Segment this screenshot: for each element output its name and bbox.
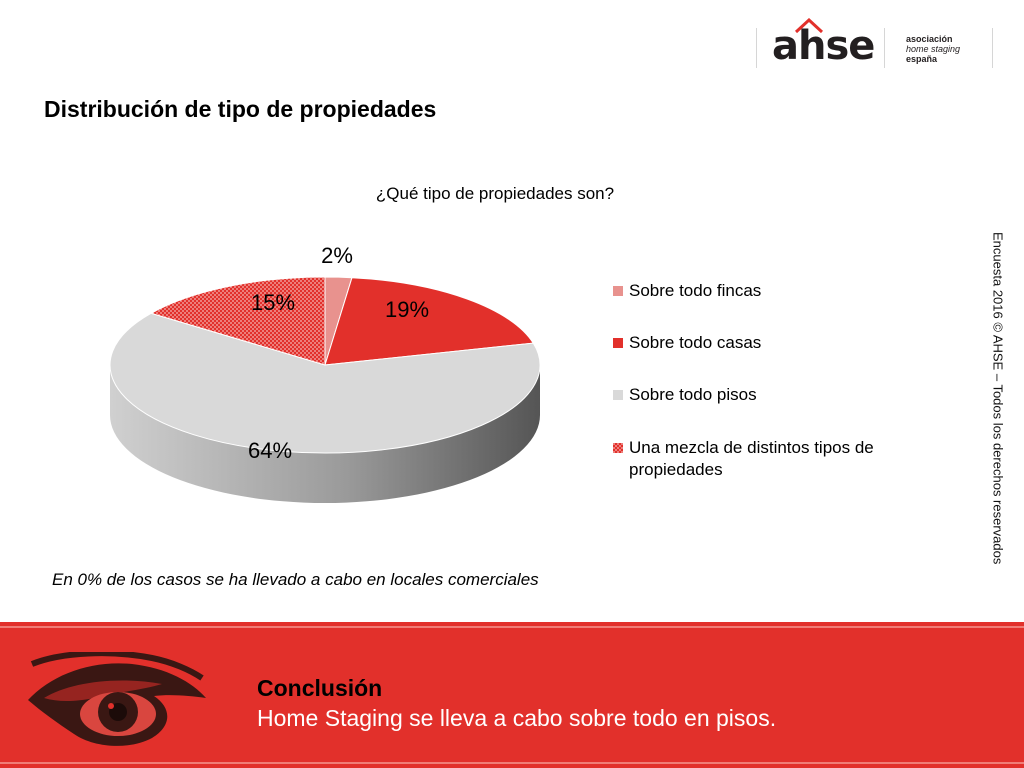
legend-label-pisos: Sobre todo pisos: [629, 385, 757, 404]
data-label-casas: 19%: [385, 297, 429, 322]
pie-side-pisos: [110, 365, 540, 503]
conclusion-title: Conclusión: [257, 675, 383, 701]
legend-label-mezcla: Una mezcla de distintos tipos de propied…: [629, 438, 874, 479]
eye-illustration-icon: [28, 652, 206, 746]
copyright-text: Encuesta 2016 © AHSE – Todos los derecho…: [990, 232, 1006, 565]
data-label-mezcla: 15%: [251, 290, 295, 315]
conclusion-body: Home Staging se lleva a cabo sobre todo …: [257, 705, 777, 731]
legend-swatch-mezcla: [613, 443, 623, 453]
legend-swatch-pisos: [613, 390, 623, 400]
data-label-fincas: 2%: [321, 243, 353, 268]
copyright-vertical: Encuesta 2016 © AHSE – Todos los derecho…: [988, 232, 1008, 594]
pie-slice-mezcla: [149, 276, 326, 366]
data-label-pisos: 64%: [248, 438, 292, 463]
band-top-line: [0, 626, 1024, 628]
logo-line1: asociación: [906, 34, 953, 44]
conclusion: Conclusión Home Staging se lleva a cabo …: [257, 674, 776, 734]
pie-slice-casas: [324, 277, 535, 366]
chart-title: ¿Qué tipo de propiedades son?: [375, 184, 615, 203]
logo-caption: asociación home staging españa: [906, 34, 960, 64]
logo-divider-right: [992, 28, 993, 68]
ahse-logo: ahse asociación home staging españa: [756, 22, 994, 70]
logo-line3: españa: [906, 54, 938, 64]
logo-line2: home staging: [906, 44, 961, 54]
band-bottom-line: [0, 762, 1024, 764]
logo-wordmark: ahse: [772, 23, 875, 69]
chart-footnote: En 0% de los casos se ha llevado a cabo …: [52, 570, 539, 589]
logo-divider-mid: [884, 28, 885, 68]
legend-label-fincas: Sobre todo fincas: [629, 281, 762, 300]
legend-swatch-casas: [613, 338, 623, 348]
pie-slice-pisos: [109, 312, 541, 454]
legend-label-casas: Sobre todo casas: [629, 333, 762, 352]
page-title: Distribución de tipo de propiedades: [44, 96, 437, 122]
logo-roof-icon: [794, 18, 824, 34]
logo-divider-left: [756, 28, 757, 68]
pie-chart: 2% 19% 64% 15%: [109, 243, 541, 503]
legend-swatch-fincas: [613, 286, 623, 296]
